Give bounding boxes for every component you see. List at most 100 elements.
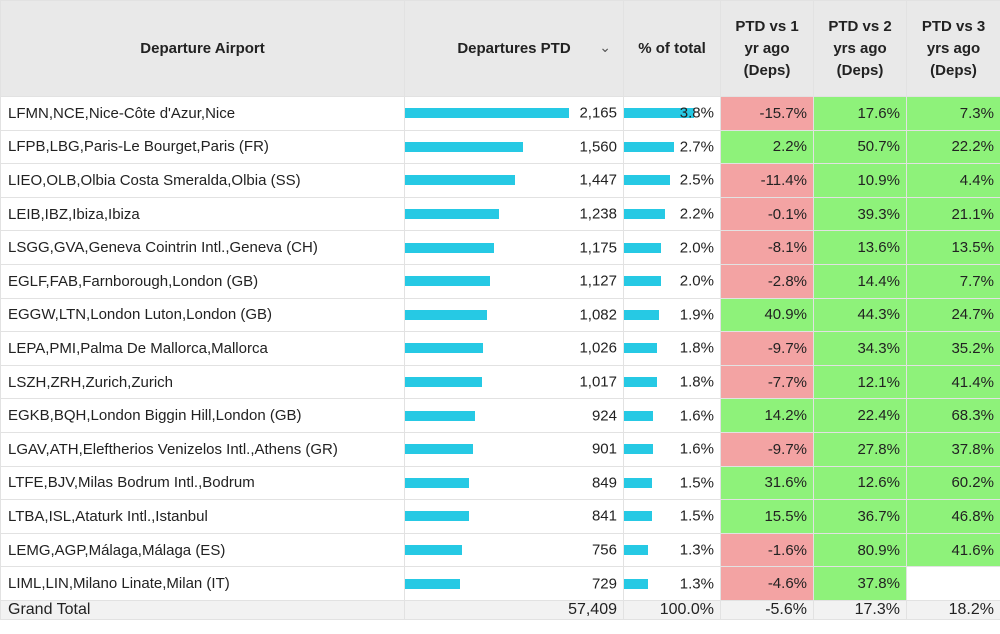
departures-value: 924 — [591, 407, 617, 425]
table-row[interactable]: LEPA,PMI,Palma De Mallorca,Mallorca 1,026… — [0, 331, 1000, 366]
change-vs3-cell: 60.2% — [906, 465, 1000, 501]
airport-cell: LIEO,OLB,Olbia Costa Smeralda,Olbia (SS) — [0, 163, 405, 198]
table-row[interactable]: LGAV,ATH,Eleftherios Venizelos Intl.,Ath… — [0, 431, 1000, 467]
change-vs1-cell: -9.7% — [720, 431, 814, 467]
airport-cell: LGAV,ATH,Eleftherios Venizelos Intl.,Ath… — [0, 431, 405, 467]
share-bar — [624, 276, 661, 287]
grand-total-share: 100.0% — [623, 599, 721, 620]
departures-value: 1,082 — [579, 306, 617, 324]
header-ptd-vs-3yrs[interactable]: PTD vs 3 yrs ago (Deps) — [906, 0, 1000, 97]
share-value: 2.5% — [679, 171, 714, 189]
table-row[interactable]: LEMG,AGP,Málaga,Málaga (ES) 756 1.3% -1.6% 8… — [0, 532, 1000, 568]
departures-value: 1,238 — [579, 205, 617, 223]
table-row[interactable]: LIEO,OLB,Olbia Costa Smeralda,Olbia (SS)… — [0, 163, 1000, 198]
change-vs2-cell: 14.4% — [813, 263, 907, 299]
departures-value: 756 — [591, 541, 617, 559]
share-bar — [624, 444, 654, 455]
header-percent-of-total[interactable]: % of total — [623, 0, 721, 97]
airport-cell: LIML,LIN,Milano Linate,Milan (IT) — [0, 566, 405, 601]
change-vs1-cell: -8.1% — [720, 230, 814, 265]
share-cell: 1.3% — [623, 532, 721, 568]
table-row[interactable]: LTFE,BJV,Milas Bodrum Intl.,Bodrum 849 1.5… — [0, 465, 1000, 501]
departures-bar — [405, 276, 491, 287]
share-cell: 2.0% — [623, 263, 721, 299]
departures-value: 729 — [591, 575, 617, 593]
grand-total-vs3: 18.2% — [906, 599, 1000, 620]
grand-total-departures: 57,409 — [404, 599, 624, 620]
departures-cell: 841 — [404, 499, 624, 534]
airport-cell: LFMN,NCE,Nice-Côte d'Azur,Nice — [0, 96, 405, 131]
change-vs1-cell: 14.2% — [720, 398, 814, 433]
grand-total-vs1: -5.6% — [720, 599, 814, 620]
share-value: 1.3% — [679, 541, 714, 559]
header-departures-ptd[interactable]: Departures PTD ⌄ — [404, 0, 624, 97]
departures-value: 841 — [591, 507, 617, 525]
header-ptd-vs-2yrs[interactable]: PTD vs 2 yrs ago (Deps) — [813, 0, 907, 97]
share-bar — [624, 242, 661, 253]
change-vs1-cell: -15.7% — [720, 96, 814, 131]
table-row[interactable]: LIML,LIN,Milano Linate,Milan (IT) 729 1.3%… — [0, 566, 1000, 601]
change-vs2-cell: 13.6% — [813, 230, 907, 265]
change-vs3-cell: 4.4% — [906, 163, 1000, 198]
change-vs2-cell: 80.9% — [813, 532, 907, 568]
change-vs1-cell: -1.6% — [720, 532, 814, 568]
table-row[interactable]: LTBA,ISL,Ataturk Intl.,Istanbul 841 1.5% 15… — [0, 499, 1000, 534]
chevron-down-icon[interactable]: ⌄ — [599, 38, 611, 55]
departures-cell: 2,165 — [404, 96, 624, 131]
share-bar — [624, 578, 648, 589]
change-vs2-cell: 34.3% — [813, 331, 907, 366]
departures-bar — [405, 377, 483, 388]
share-cell: 2.7% — [623, 129, 721, 165]
share-cell: 2.0% — [623, 230, 721, 265]
departures-bar — [405, 444, 474, 455]
share-bar — [624, 410, 654, 421]
header-departure-airport[interactable]: Departure Airport — [0, 0, 405, 97]
share-value: 1.6% — [679, 407, 714, 425]
airport-cell: EGGW,LTN,London Luton,London (GB) — [0, 297, 405, 333]
grand-total-label: Grand Total — [0, 599, 405, 620]
change-vs3-cell: 24.7% — [906, 297, 1000, 333]
change-vs2-cell: 37.8% — [813, 566, 907, 601]
departures-bar — [405, 141, 524, 152]
change-vs1-cell: 31.6% — [720, 465, 814, 501]
airport-cell: LTFE,BJV,Milas Bodrum Intl.,Bodrum — [0, 465, 405, 501]
share-value: 3.8% — [679, 104, 714, 122]
table-row[interactable]: LSGG,GVA,Geneva Cointrin Intl.,Geneva (C… — [0, 230, 1000, 265]
departures-value: 1,447 — [579, 171, 617, 189]
change-vs1-cell: 2.2% — [720, 129, 814, 165]
share-bar — [624, 175, 671, 186]
departures-value: 1,175 — [579, 239, 617, 257]
airport-cell: LEMG,AGP,Málaga,Málaga (ES) — [0, 532, 405, 568]
departures-bar — [405, 410, 475, 421]
departures-bar — [405, 175, 515, 186]
departures-cell: 1,082 — [404, 297, 624, 333]
departures-bar — [405, 209, 499, 220]
departures-bar — [405, 511, 469, 522]
table-row[interactable]: LFMN,NCE,Nice-Côte d'Azur,Nice 2,165 3.8% -… — [0, 96, 1000, 131]
share-bar — [624, 511, 652, 522]
share-cell: 2.2% — [623, 196, 721, 232]
departures-bar — [405, 309, 487, 320]
table-row[interactable]: EGKB,BQH,London Biggin Hill,London (GB) 9… — [0, 398, 1000, 433]
header-ptd-vs-1yr[interactable]: PTD vs 1 yr ago (Deps) — [720, 0, 814, 97]
change-vs1-cell: 40.9% — [720, 297, 814, 333]
change-vs1-cell: -4.6% — [720, 566, 814, 601]
table-row[interactable]: LFPB,LBG,Paris-Le Bourget,Paris (FR) 1,56… — [0, 129, 1000, 165]
grand-total-row: Grand Total 57,409 100.0% -5.6% 17.3% 18… — [0, 599, 1000, 620]
change-vs3-cell: 46.8% — [906, 499, 1000, 534]
table-row[interactable]: EGLF,FAB,Farnborough,London (GB) 1,127 2.0… — [0, 263, 1000, 299]
table-row[interactable]: LSZH,ZRH,Zurich,Zurich 1,017 1.8% -7.7% 12.1… — [0, 364, 1000, 400]
change-vs1-cell: -2.8% — [720, 263, 814, 299]
share-value: 2.2% — [679, 205, 714, 223]
departures-cell: 729 — [404, 566, 624, 601]
table-row[interactable]: LEIB,IBZ,Ibiza,Ibiza 1,238 2.2% -0.1% 39.3% 2… — [0, 196, 1000, 232]
departures-value: 1,026 — [579, 339, 617, 357]
change-vs2-cell: 36.7% — [813, 499, 907, 534]
airport-cell: EGKB,BQH,London Biggin Hill,London (GB) — [0, 398, 405, 433]
table-row[interactable]: EGGW,LTN,London Luton,London (GB) 1,082 1.… — [0, 297, 1000, 333]
departures-cell: 1,017 — [404, 364, 624, 400]
change-vs3-cell: 41.4% — [906, 364, 1000, 400]
share-cell: 1.9% — [623, 297, 721, 333]
share-value: 1.5% — [679, 507, 714, 525]
share-value: 1.8% — [679, 373, 714, 391]
